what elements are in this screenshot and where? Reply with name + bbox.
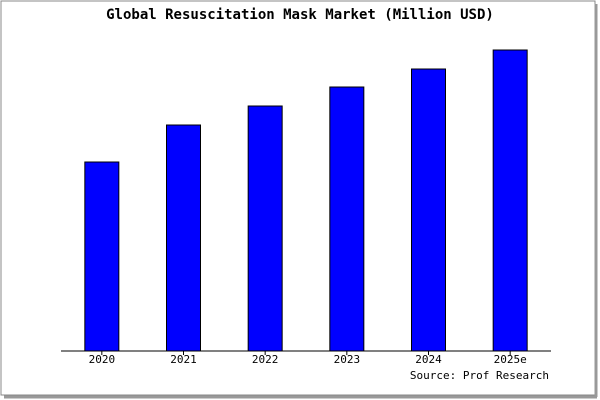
- x-tick-label: 2023: [334, 353, 361, 366]
- source-note: Source: Prof Research: [410, 369, 549, 382]
- plot-area: [61, 48, 551, 351]
- bar: [84, 161, 120, 352]
- chart-title: Global Resuscitation Mask Market (Millio…: [106, 7, 494, 23]
- bar: [166, 124, 201, 352]
- bar: [329, 86, 365, 352]
- bar: [492, 49, 528, 352]
- x-tick-label: 2022: [252, 353, 279, 366]
- x-tick-label: 2024: [415, 353, 442, 366]
- bar: [411, 68, 446, 352]
- x-tick-label: 2020: [89, 353, 116, 366]
- x-tick-label: 2025e: [494, 353, 527, 366]
- bar: [247, 105, 283, 352]
- x-tick-label: 2021: [170, 353, 197, 366]
